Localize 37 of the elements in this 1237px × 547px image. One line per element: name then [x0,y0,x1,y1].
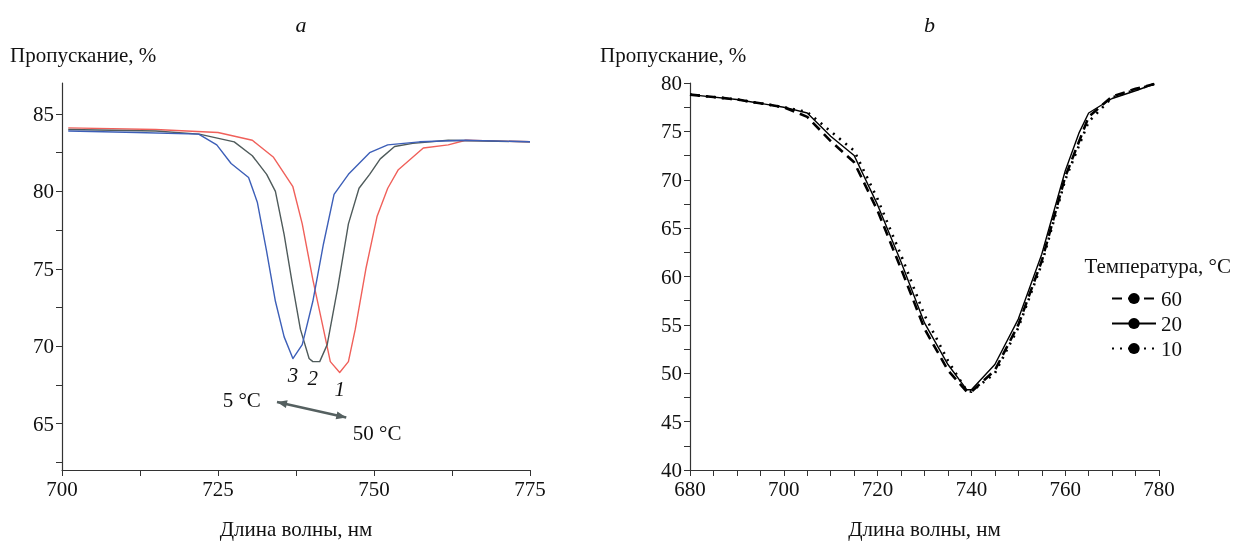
x-tick-label: 725 [202,476,234,501]
x-axis-title: Длина волны, нм [848,516,1001,541]
annotation: 50 °C [352,420,402,445]
series-label: 3 [286,363,299,388]
y-tick-label: 70 [661,167,682,192]
y-tick-label: 85 [33,101,54,126]
y-tick-label: 65 [33,411,54,436]
legend-label: 20 [1161,311,1182,336]
y-tick-label: 65 [661,216,682,241]
y-tick-label: 60 [661,264,682,289]
series-label: 2 [307,366,319,391]
y-tick-label: 55 [661,312,682,337]
legend-title: Температура, °C [1084,253,1232,278]
y-axis-title: Пропускание, % [10,42,157,67]
x-tick-label: 760 [1049,476,1081,501]
y-tick-label: 50 [661,361,682,386]
x-tick-label: 720 [861,476,894,501]
y-tick-label: 75 [661,119,682,144]
chart-title: a [295,11,307,37]
x-tick-label: 700 [768,476,800,501]
legend-label: 60 [1161,286,1182,311]
legend-label: 10 [1161,336,1182,361]
x-tick-label: 750 [358,476,390,501]
y-tick-label: 70 [33,334,54,359]
chart-title: b [924,11,935,37]
x-tick-label: 780 [1143,476,1175,501]
x-axis-title: Длина волны, нм [219,516,373,541]
x-tick-label: 700 [46,476,78,501]
y-axis-title: Пропускание, % [600,42,747,67]
y-tick-label: 75 [33,256,54,281]
x-tick-label: 775 [514,476,546,501]
annotation: 5 °C [222,388,261,413]
y-tick-label: 80 [661,71,682,95]
y-tick-label: 45 [661,409,682,434]
y-tick-label: 80 [33,179,54,204]
series-label: 1 [334,376,345,401]
x-tick-label: 740 [955,476,988,501]
